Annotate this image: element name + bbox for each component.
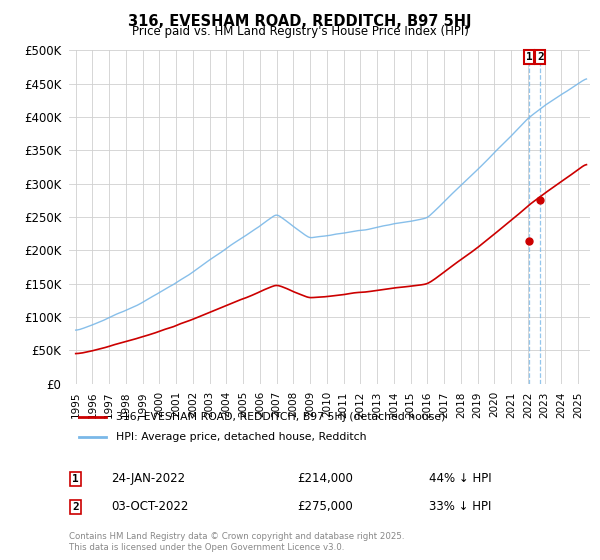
Text: 316, EVESHAM ROAD, REDDITCH, B97 5HJ (detached house): 316, EVESHAM ROAD, REDDITCH, B97 5HJ (de… xyxy=(116,412,445,422)
Text: Contains HM Land Registry data © Crown copyright and database right 2025.
This d: Contains HM Land Registry data © Crown c… xyxy=(69,532,404,552)
Text: 33% ↓ HPI: 33% ↓ HPI xyxy=(429,500,491,514)
Text: 1: 1 xyxy=(526,52,532,62)
Text: 2: 2 xyxy=(72,502,79,512)
Text: 1: 1 xyxy=(72,474,79,484)
Text: HPI: Average price, detached house, Redditch: HPI: Average price, detached house, Redd… xyxy=(116,432,367,442)
Text: 03-OCT-2022: 03-OCT-2022 xyxy=(111,500,188,514)
Text: Price paid vs. HM Land Registry's House Price Index (HPI): Price paid vs. HM Land Registry's House … xyxy=(131,25,469,38)
Text: £275,000: £275,000 xyxy=(297,500,353,514)
Text: 2: 2 xyxy=(537,52,544,62)
Text: 44% ↓ HPI: 44% ↓ HPI xyxy=(429,472,491,486)
Text: 316, EVESHAM ROAD, REDDITCH, B97 5HJ: 316, EVESHAM ROAD, REDDITCH, B97 5HJ xyxy=(128,14,472,29)
Text: £214,000: £214,000 xyxy=(297,472,353,486)
Text: 24-JAN-2022: 24-JAN-2022 xyxy=(111,472,185,486)
